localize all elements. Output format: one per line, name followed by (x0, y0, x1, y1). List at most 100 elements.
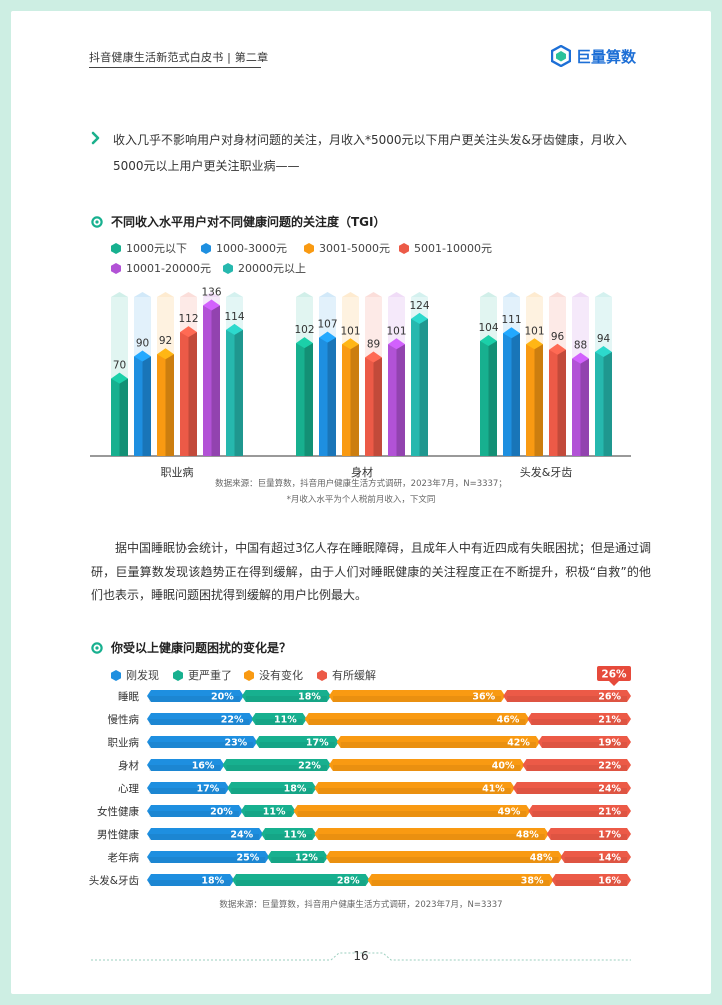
bar-segment (325, 851, 563, 863)
segment-label: 11% (263, 807, 286, 818)
bar-cap (365, 351, 382, 363)
target-icon (91, 215, 103, 228)
bar (595, 352, 604, 456)
bar-cap (226, 323, 243, 335)
bar-shade (373, 357, 382, 456)
bar-shade (557, 349, 566, 456)
bar-segment (551, 874, 631, 886)
chart2-title: 你受以上健康问题困扰的变化是？ (111, 641, 292, 655)
bar-segment-shade (149, 834, 260, 840)
segment-label: 24% (230, 830, 253, 841)
segment-label: 14% (598, 853, 621, 864)
bar-segment-shade (149, 788, 226, 794)
bar-shade (211, 305, 220, 456)
bar (157, 354, 166, 456)
bar-segment-shade (297, 811, 527, 817)
segment-label: 17% (598, 830, 621, 841)
data-label: 101 (386, 325, 406, 337)
bar-segment (232, 874, 370, 886)
data-label: 101 (524, 325, 544, 337)
bar-segment (147, 736, 258, 748)
bar-segment-shade (516, 788, 627, 794)
header-title: 抖音健康生活新范式白皮书 | 第二章 (89, 51, 269, 64)
row-label: 女性健康 (97, 805, 139, 818)
footer-divider (91, 952, 631, 961)
legend-item: 20000元以上 (223, 260, 306, 276)
segment-label: 23% (224, 738, 247, 749)
bar-track-cap (595, 292, 612, 297)
bar-track-cap (480, 292, 497, 297)
legend-item: 有所缓解 (317, 667, 376, 683)
bar-track-cap (180, 292, 197, 297)
data-label: 92 (159, 335, 172, 347)
row-label: 头发&牙齿 (89, 874, 139, 887)
bar-segment-shade (149, 719, 250, 725)
change-stacked-bar-chart: 26% 睡眠 20% 18% 36% 26% 慢性病 22% 11% 46% 21% 职业病 23% 17… (89, 666, 631, 887)
segment-label: 21% (598, 807, 621, 818)
segment-label: 28% (337, 876, 360, 887)
category-label: 头发&牙齿 (520, 465, 573, 479)
bar-segment (267, 851, 328, 863)
bar-track-cap (134, 292, 151, 297)
bar (411, 318, 420, 456)
segment-label: 20% (211, 692, 234, 703)
bar (549, 349, 558, 456)
bar-track-cap (226, 292, 243, 297)
intro-text: 收入几乎不影响用户对身材问题的关注，月收入*5000元以下用户更关注头发&牙齿健… (113, 133, 627, 173)
segment-label: 18% (284, 784, 307, 795)
bar-segment-shade (236, 880, 366, 886)
bar-segment (503, 690, 631, 702)
legend-label: 3001-5000元 (319, 242, 390, 255)
data-label: 104 (478, 322, 498, 334)
legend-label: 1000-3000元 (216, 242, 287, 255)
logo-text: 巨量算数 (576, 47, 637, 66)
segment-label: 41% (482, 784, 505, 795)
bar-segment (304, 713, 530, 725)
data-label: 114 (224, 311, 244, 323)
data-label: 124 (409, 300, 429, 312)
segment-label: 22% (221, 715, 244, 726)
bar-segment (336, 736, 540, 748)
data-label: 88 (574, 340, 587, 352)
legend-label: 1000元以下 (126, 242, 187, 255)
highlight-pointer (609, 681, 619, 686)
bar (296, 343, 305, 456)
bar-segment (328, 690, 506, 702)
bar-shade (188, 332, 197, 456)
segment-label: 48% (530, 853, 553, 864)
bar-shade (419, 318, 428, 456)
bar-segment-shade (329, 857, 559, 863)
bar-shade (304, 343, 313, 456)
bar-segment (147, 690, 244, 702)
bar-shade (119, 378, 128, 456)
bar-segment-shade (550, 834, 627, 840)
legend-label: 更严重了 (188, 669, 232, 682)
bar (365, 357, 374, 456)
legend-label: 5001-10000元 (414, 242, 492, 255)
bar-segment (522, 759, 631, 771)
segment-label: 24% (598, 784, 621, 795)
data-label: 70 (113, 360, 126, 372)
bar-segment-shade (149, 857, 266, 863)
legend-item: 3001-5000元 (304, 240, 390, 256)
bar-segment (240, 805, 296, 817)
category-label: 身材 (351, 465, 373, 479)
bar-track-cap (296, 292, 313, 297)
legend-label: 20000元以上 (238, 262, 306, 275)
data-label: 136 (201, 287, 221, 299)
legend-label: 刚发现 (126, 669, 159, 682)
data-label: 94 (597, 333, 611, 345)
bar-segment-shade (564, 857, 627, 863)
bar (572, 358, 581, 456)
segment-label: 38% (521, 876, 544, 887)
bar (388, 344, 397, 456)
data-label: 107 (317, 319, 337, 331)
legend-item: 1000元以下 (111, 240, 187, 256)
bar (203, 305, 212, 456)
bar-cap (296, 337, 313, 349)
bar-segment-shade (245, 696, 327, 702)
data-label: 111 (501, 314, 521, 326)
bar-segment (147, 828, 264, 840)
bar-track-cap (549, 292, 566, 297)
